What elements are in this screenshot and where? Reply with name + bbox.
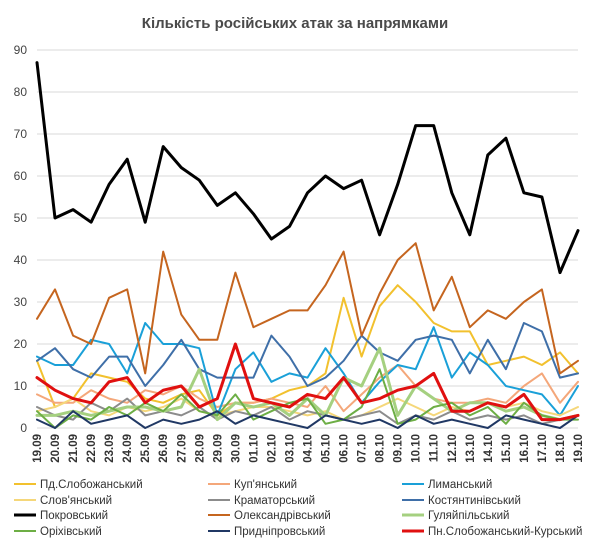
grid bbox=[37, 49, 578, 429]
y-tick-label: 90 bbox=[14, 43, 28, 57]
x-tick-label: 22.09 bbox=[86, 434, 98, 463]
x-tick-label: 03.10 bbox=[284, 434, 296, 463]
legend-item: Пд.Слобожанський bbox=[14, 479, 143, 491]
legend-label: Оріхівський bbox=[40, 526, 102, 538]
x-tick-label: 12.10 bbox=[447, 434, 459, 463]
legend-label: Придніпровський bbox=[234, 526, 325, 538]
x-tick-label: 01.10 bbox=[248, 434, 260, 463]
legend-item: Куп'янський bbox=[208, 479, 297, 491]
x-tick-label: 27.09 bbox=[176, 434, 188, 463]
x-tick-label: 05.10 bbox=[321, 434, 333, 463]
legend-item: Придніпровський bbox=[208, 526, 325, 538]
x-tick-label: 17.10 bbox=[537, 434, 549, 463]
legend-label: Пд.Слобожанський bbox=[40, 479, 143, 491]
legend-item: Оріхівський bbox=[14, 526, 102, 538]
x-tick-label: 09.10 bbox=[393, 434, 405, 463]
legend-label: Олександрівський bbox=[234, 510, 331, 522]
x-tick-label: 07.10 bbox=[357, 434, 369, 463]
x-tick-label: 16.10 bbox=[519, 434, 531, 463]
x-tick-label: 19.09 bbox=[32, 434, 44, 463]
series-line bbox=[36, 242, 579, 375]
x-tick-label: 18.10 bbox=[555, 434, 567, 463]
series-line bbox=[36, 322, 579, 417]
x-tick-label: 21.09 bbox=[68, 434, 80, 463]
y-tick-label: 30 bbox=[14, 295, 28, 309]
x-tick-label: 10.10 bbox=[411, 434, 423, 463]
y-tick-label: 70 bbox=[14, 127, 28, 141]
x-tick-label: 29.09 bbox=[212, 434, 224, 463]
y-axis: 0 10 20 30 40 50 60 70 80 90 bbox=[14, 43, 28, 435]
legend: Пд.Слобожанський Куп'янський Лиманський Сло… bbox=[14, 479, 582, 538]
y-tick-label: 60 bbox=[14, 169, 28, 183]
legend-label: Костянтинівський bbox=[428, 495, 521, 507]
legend-item: Гуляйпільський bbox=[402, 510, 509, 522]
legend-label: Гуляйпільський bbox=[428, 510, 509, 522]
legend-label: Слов'янський bbox=[40, 495, 112, 507]
x-tick-label: 19.10 bbox=[573, 434, 585, 463]
x-tick-label: 26.09 bbox=[158, 434, 170, 463]
legend-item: Костянтинівський bbox=[402, 495, 521, 507]
x-axis: 19.09 20.09 21.09 22.09 23.09 24.09 25.09 26.09… bbox=[32, 434, 585, 463]
x-tick-label: 25.09 bbox=[140, 434, 152, 463]
legend-item: Покровський bbox=[14, 510, 108, 522]
y-tick-label: 10 bbox=[14, 379, 28, 393]
x-tick-label: 06.10 bbox=[339, 434, 351, 463]
legend-label: Лиманський bbox=[428, 479, 492, 491]
legend-label: Краматорський bbox=[234, 495, 315, 507]
series-line bbox=[36, 322, 579, 387]
x-tick-label: 23.09 bbox=[104, 434, 116, 463]
x-tick-label: 20.09 bbox=[50, 434, 62, 463]
x-tick-label: 08.10 bbox=[375, 434, 387, 463]
x-tick-label: 13.10 bbox=[465, 434, 477, 463]
y-tick-label: 80 bbox=[14, 85, 28, 99]
legend-item: Краматорський bbox=[208, 495, 315, 507]
x-tick-label: 15.10 bbox=[501, 434, 513, 463]
y-tick-label: 0 bbox=[20, 421, 27, 435]
legend-item: Олександрівський bbox=[208, 510, 331, 522]
y-tick-label: 40 bbox=[14, 253, 28, 267]
chart-title: Кількість російських атак за напрямками bbox=[142, 15, 448, 32]
series-line bbox=[35, 342, 580, 422]
series-line bbox=[36, 397, 579, 425]
legend-item: Слов'янський bbox=[14, 495, 112, 507]
plot-area bbox=[35, 61, 580, 429]
series-line bbox=[35, 61, 580, 275]
legend-item: Лиманський bbox=[402, 479, 492, 491]
x-tick-label: 28.09 bbox=[194, 434, 206, 463]
legend-item: Пн.Слобожанський-Курський bbox=[402, 526, 582, 538]
legend-label: Пн.Слобожанський-Курський bbox=[428, 526, 582, 538]
y-tick-label: 20 bbox=[14, 337, 28, 351]
x-tick-label: 30.09 bbox=[230, 434, 242, 463]
series-line bbox=[36, 364, 579, 413]
x-tick-label: 11.10 bbox=[429, 434, 441, 462]
legend-label: Куп'янський bbox=[234, 479, 297, 491]
y-tick-label: 50 bbox=[14, 211, 28, 225]
x-tick-label: 02.10 bbox=[266, 434, 278, 463]
x-tick-label: 14.10 bbox=[483, 434, 495, 463]
x-tick-label: 24.09 bbox=[122, 434, 134, 463]
x-tick-label: 04.10 bbox=[303, 434, 315, 463]
legend-label: Покровський bbox=[40, 510, 108, 522]
series-line bbox=[36, 410, 579, 429]
